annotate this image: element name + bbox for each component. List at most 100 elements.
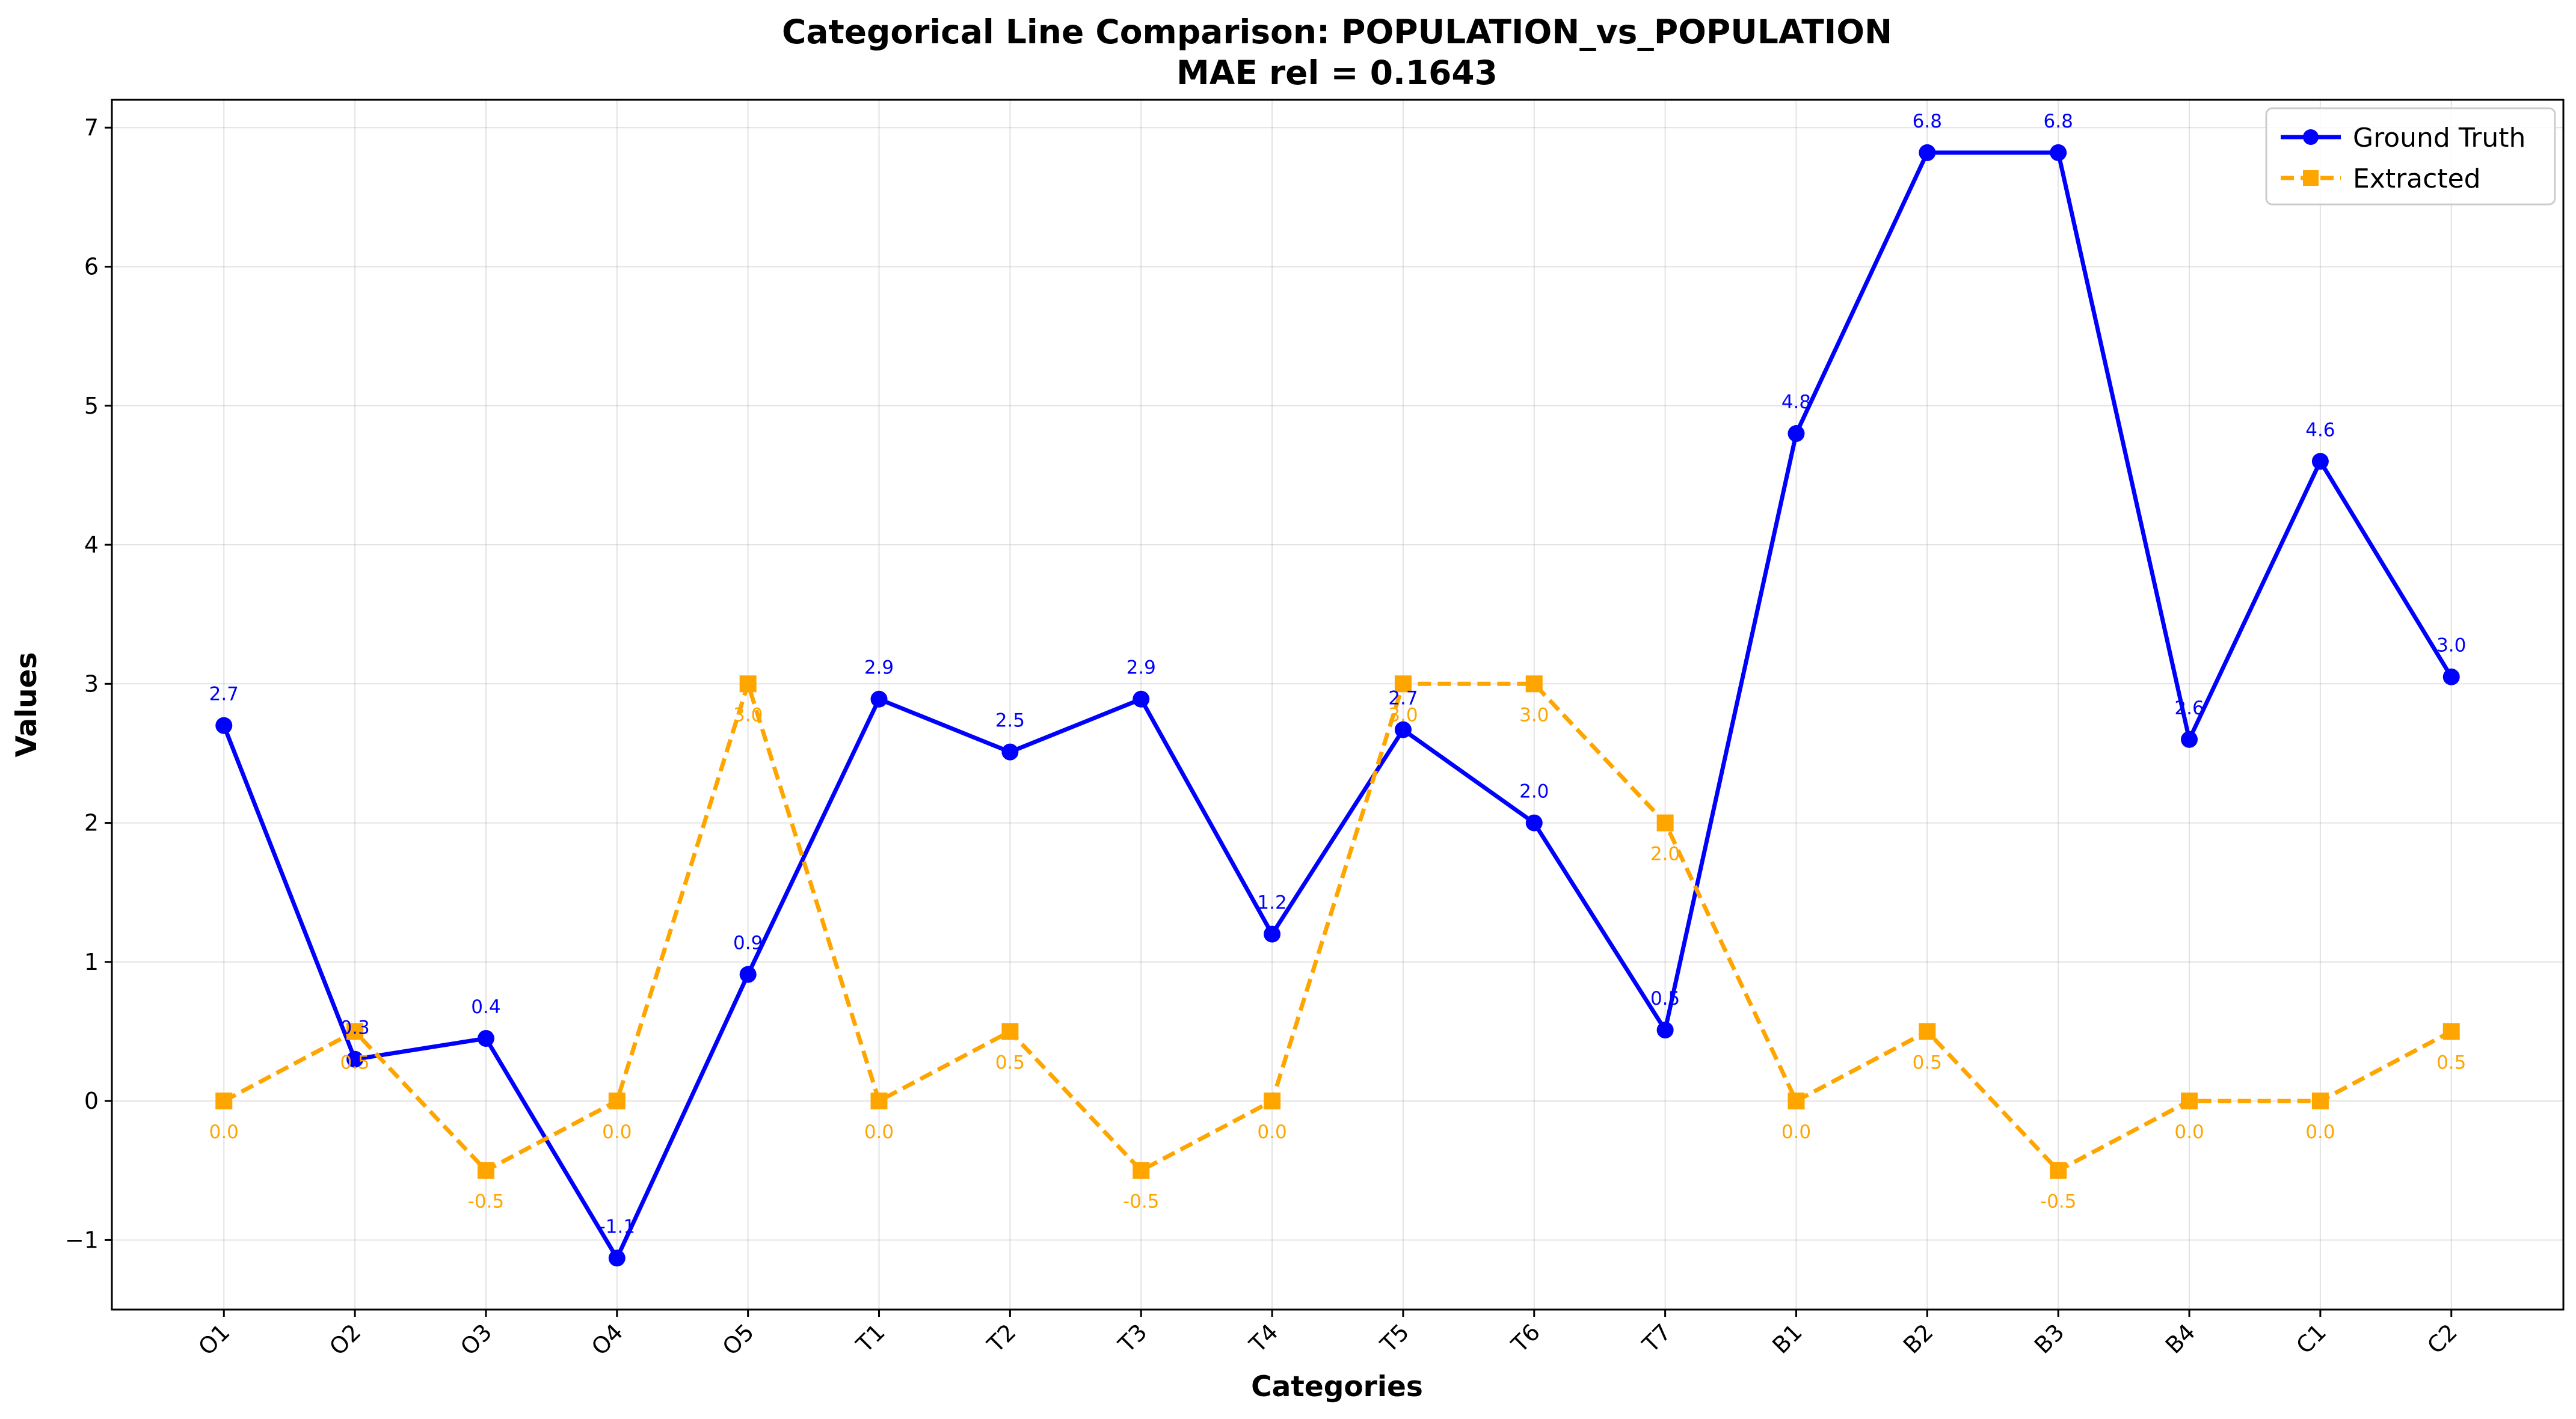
data-point-extracted [1264,1093,1281,1110]
data-point-ground-truth [739,966,757,983]
data-label-extracted: -0.5 [2040,1191,2077,1213]
data-label-extracted: 0.0 [1257,1121,1286,1143]
y-tick-label: 2 [84,810,99,836]
y-tick-label: 3 [84,670,99,697]
data-label-ground-truth: 2.7 [1388,688,1418,710]
data-point-extracted [2050,1162,2067,1179]
data-point-ground-truth [477,1030,494,1047]
data-label-ground-truth: 2.7 [209,684,239,705]
grid-lines [112,100,2563,1310]
data-point-ground-truth [1001,743,1019,761]
data-label-extracted: 0.0 [864,1121,894,1143]
data-point-ground-truth [1919,144,1936,161]
data-point-extracted [477,1162,494,1179]
data-point-extracted [1133,1162,1150,1179]
data-point-ground-truth [1656,1022,1674,1039]
y-tick-label: 7 [84,114,99,141]
data-label-ground-truth: 2.9 [864,657,894,679]
data-label-extracted: 3.0 [1519,704,1549,726]
data-label-ground-truth: 3.0 [2436,635,2466,657]
data-label-ground-truth: 2.9 [1127,657,1156,679]
data-label-extracted: 2.0 [1650,844,1680,865]
data-point-extracted [1001,1023,1019,1040]
y-tick-label: 1 [84,949,99,975]
series-line-ground-truth [222,150,2453,1260]
data-label-extracted: 0.0 [1781,1121,1811,1143]
chart-subtitle: MAE rel = 0.1643 [1176,54,1498,92]
data-point-ground-truth [1525,814,1543,832]
data-label-extracted: 0.0 [602,1121,632,1143]
data-point-ground-truth [1394,721,1412,738]
data-point-extracted [1788,1093,1805,1110]
data-point-ground-truth [2442,668,2460,685]
legend-label-ground-truth: Ground Truth [2353,123,2525,153]
data-label-ground-truth: 0.9 [733,933,763,954]
y-tick-label: −1 [65,1227,99,1253]
data-point-ground-truth [1788,425,1805,443]
data-label-ground-truth: 0.3 [340,1017,369,1039]
data-point-ground-truth [608,1249,626,1267]
data-point-extracted [346,1023,364,1040]
data-point-ground-truth [346,1050,364,1068]
data-label-extracted: 0.5 [2436,1052,2466,1073]
data-point-extracted [215,1093,233,1110]
data-point-ground-truth [1133,690,1150,708]
data-label-extracted: 0.0 [2174,1121,2204,1143]
data-point-extracted [2181,1093,2198,1110]
data-label-extracted: 3.0 [733,704,763,726]
data-label-ground-truth: 0.4 [471,996,500,1018]
data-point-extracted [1525,675,1543,693]
data-label-ground-truth: 2.6 [2174,697,2204,719]
data-point-extracted [608,1093,626,1110]
y-tick-label: 6 [84,254,99,280]
data-label-extracted: -0.5 [468,1191,505,1213]
series-line-extracted [223,681,2453,1173]
y-axis-ticks: −1 0 1 2 3 4 5 6 7 [65,114,112,1253]
data-label-extracted: 0.5 [1913,1052,1942,1073]
data-point-extracted [739,675,757,693]
data-label-extracted: 0.5 [340,1052,369,1073]
y-axis-label: Values [10,652,43,758]
data-labels: 2.7 0.3 0.4 -1.1 0.9 2.9 2.5 2.9 1.2 2.7 2.0 0.5 4.8… [209,111,2467,1238]
y-tick-label: 0 [84,1088,99,1114]
legend-marker-ground-truth [2303,129,2319,145]
chart-title: Categorical Line Comparison: POPULATION_… [782,13,1892,51]
data-label-extracted: -0.5 [1123,1191,1160,1213]
data-point-ground-truth [2050,144,2067,161]
data-label-ground-truth: 4.8 [1781,391,1811,413]
y-tick-label: 4 [84,532,99,558]
data-label-ground-truth: 6.8 [2044,111,2073,132]
data-point-ground-truth [2181,731,2198,748]
data-label-ground-truth: 2.5 [995,710,1025,732]
data-point-ground-truth [2311,453,2329,470]
series-group [215,144,2460,1267]
data-point-extracted [2311,1093,2329,1110]
data-point-extracted [1656,814,1674,832]
data-label-extracted: 0.0 [209,1121,239,1143]
data-label-extracted: 0.0 [2305,1121,2335,1143]
data-label-ground-truth: -1.1 [599,1216,636,1237]
legend-label-extracted: Extracted [2353,164,2481,194]
legend-box [2265,107,2556,206]
legend: Ground Truth Extracted [2265,107,2556,206]
data-point-extracted [870,1093,888,1110]
data-point-extracted [1919,1023,1936,1040]
data-label-extracted: 3.0 [1388,704,1418,726]
x-axis-label: Categories [1251,1370,1423,1403]
data-label-ground-truth: 6.8 [1913,111,1942,132]
data-point-extracted [1394,675,1412,693]
data-label-ground-truth: 0.5 [1650,988,1680,1010]
data-point-ground-truth [215,717,233,734]
plot-frame [111,99,2565,1311]
data-point-ground-truth [870,690,888,708]
data-label-ground-truth: 4.6 [2305,419,2335,441]
data-label-extracted: 0.5 [995,1052,1025,1073]
data-point-extracted [2442,1023,2460,1040]
data-label-ground-truth: 2.0 [1519,781,1549,803]
y-tick-label: 5 [84,393,99,419]
data-point-ground-truth [1264,925,1281,943]
data-label-ground-truth: 1.2 [1257,892,1286,914]
legend-marker-extracted [2303,170,2319,186]
